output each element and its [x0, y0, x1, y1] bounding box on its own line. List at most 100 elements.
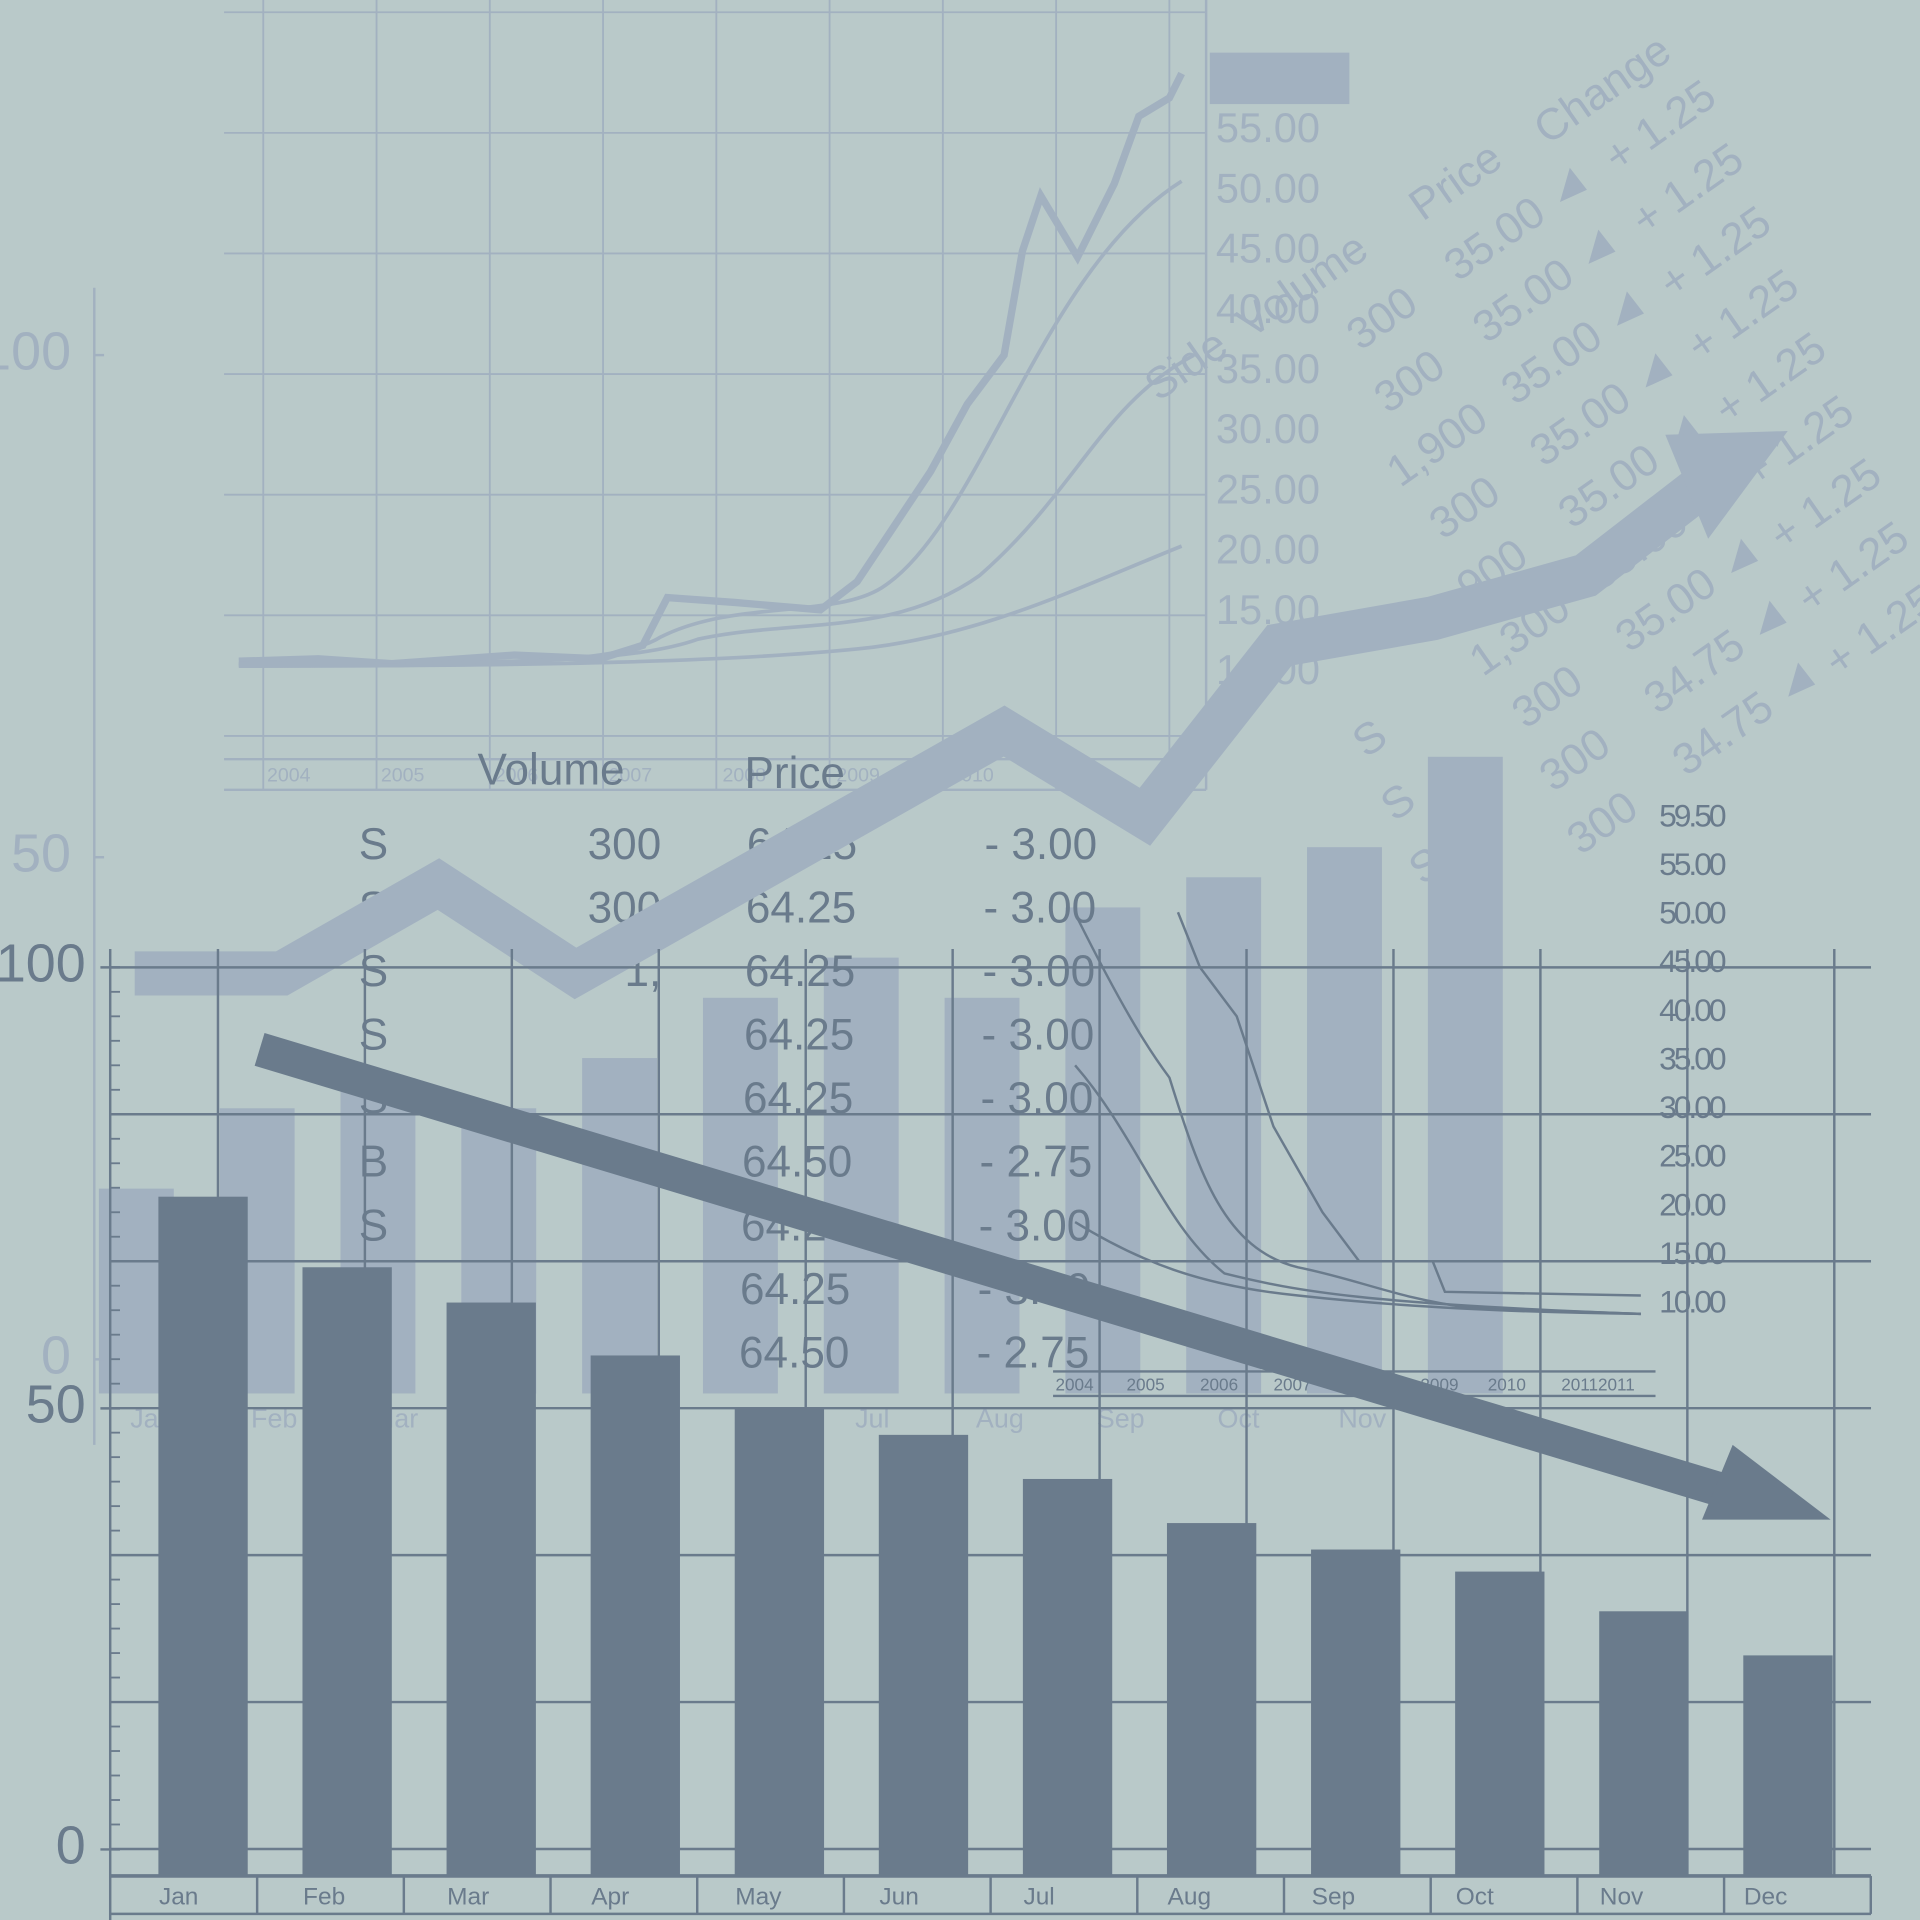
y-tick-label: 100: [0, 321, 71, 381]
x-tick-label: Apr: [591, 1883, 629, 1910]
x-tick-label: Jun: [879, 1883, 918, 1910]
ticker-triangle: [1788, 662, 1816, 697]
moving-average: [238, 544, 1183, 668]
table-change: - 2.75: [977, 1328, 1090, 1377]
price-label: 35.00: [1216, 345, 1320, 392]
mini-price-label: 59.50: [1659, 797, 1726, 833]
table-change: - 3.00: [979, 1201, 1092, 1250]
bar: [878, 1434, 969, 1876]
bar: [446, 1302, 536, 1876]
bar: [1455, 1571, 1545, 1876]
x-tick-label: Sep: [1312, 1883, 1356, 1910]
down-arrow-head: [1702, 1444, 1831, 1520]
mini-price-label: 40.00: [1659, 992, 1726, 1028]
x-tick-label: Feb: [303, 1883, 345, 1910]
year-label: 2005: [381, 764, 425, 786]
label-box: [1209, 52, 1350, 105]
mini-year-label: 2006: [1200, 1375, 1238, 1395]
mini-average: [1074, 1220, 1641, 1316]
table-change: - 3.00: [981, 1074, 1094, 1123]
x-tick-label: Jul: [1023, 1883, 1054, 1910]
ticker-triangle: [1645, 353, 1673, 388]
mini-average: [1074, 1064, 1641, 1316]
mini-price-label: 55.00: [1659, 846, 1726, 882]
table-change: - 3.00: [982, 1011, 1095, 1060]
bar: [582, 1058, 658, 1394]
x-tick-label: Mar: [447, 1883, 489, 1910]
price-label: 50.00: [1216, 164, 1320, 211]
bar: [1311, 1549, 1401, 1876]
table-side: S: [359, 1201, 388, 1250]
table-side: B: [359, 1138, 388, 1187]
up-arrow-head: [1665, 431, 1788, 539]
mini-price-label: 20.00: [1659, 1186, 1726, 1222]
mini-price-label: 35.00: [1659, 1040, 1726, 1076]
ticker-triangle: [1588, 229, 1616, 264]
price-label: 55.00: [1216, 104, 1320, 151]
year-label: 2004: [267, 764, 311, 786]
bar: [158, 1196, 248, 1876]
mini-price-label: 30.00: [1659, 1089, 1726, 1125]
ticker-triangle: [1759, 600, 1787, 635]
bar: [1427, 756, 1503, 1394]
mini-price-line: [1176, 911, 1641, 1297]
price-label: 25.00: [1216, 465, 1320, 512]
bar: [1307, 847, 1382, 1394]
y-tick-label: 50: [11, 823, 71, 883]
x-tick-label: Dec: [1744, 1883, 1788, 1910]
table-header: Volume: [478, 745, 625, 794]
bar: [944, 997, 1020, 1394]
mini-price-label: 25.00: [1659, 1138, 1726, 1174]
mini-price-label: 15.00: [1659, 1235, 1726, 1271]
bar: [302, 1267, 392, 1876]
top-layer: [254, 1032, 1831, 1520]
y-tick-label: 0: [56, 1816, 86, 1876]
table-side: S: [359, 1011, 388, 1060]
price-label: 45.00: [1216, 225, 1320, 272]
table-change: - 2.75: [980, 1138, 1093, 1187]
year-label: 2007: [609, 764, 653, 786]
mini-average: [1076, 917, 1641, 1316]
moving-average: [238, 353, 1195, 667]
bar: [590, 1355, 680, 1876]
x-tick-label: Oct: [1456, 1883, 1494, 1910]
table-price: 64.50: [742, 1138, 852, 1187]
year-label: 2006: [495, 764, 539, 786]
y-tick-label: 100: [0, 934, 86, 994]
table-side: S: [359, 820, 388, 869]
table-volume: 300: [588, 820, 662, 869]
decoration: [93, 0, 1350, 1445]
bar: [1599, 1611, 1689, 1876]
ticker-triangle: [1560, 167, 1587, 203]
mini-price-label: 45.00: [1659, 943, 1726, 979]
year-label: 2009: [836, 764, 880, 786]
price-label: 40.00: [1216, 285, 1320, 332]
bar: [734, 1408, 825, 1876]
x-tick-label: May: [735, 1883, 782, 1910]
bar: [823, 957, 899, 1394]
table-change: - 3.00: [982, 947, 1095, 996]
mini-year-label: 2005: [1127, 1375, 1165, 1395]
price-label: 30.00: [1216, 405, 1320, 452]
bar: [1743, 1655, 1833, 1876]
y-tick-label: 0: [41, 1326, 71, 1386]
down-arrow: [254, 1032, 1732, 1508]
mini-price-label: 50.00: [1659, 895, 1726, 931]
ticker-triangle: [1731, 538, 1759, 574]
mini-year-label: 2004: [1056, 1375, 1095, 1395]
x-tick-label: Nov: [1600, 1883, 1644, 1910]
y-tick-label: 50: [26, 1375, 86, 1435]
table-change: - 3.00: [984, 820, 1097, 869]
table-price: 64.25: [744, 1011, 854, 1060]
ticker-triangle: [1617, 291, 1644, 326]
table-price: 64.25: [745, 947, 855, 996]
table-change: - 3.00: [983, 884, 1096, 933]
mini-year-label: 2011: [1598, 1375, 1635, 1395]
mini-year-label: 2011: [1561, 1375, 1598, 1395]
table-header: Price: [744, 749, 844, 798]
year-label: 2008: [722, 764, 766, 786]
mini-year-label: 2010: [1488, 1375, 1526, 1395]
bar: [1166, 1523, 1257, 1876]
table-price: 64.25: [743, 1074, 853, 1123]
